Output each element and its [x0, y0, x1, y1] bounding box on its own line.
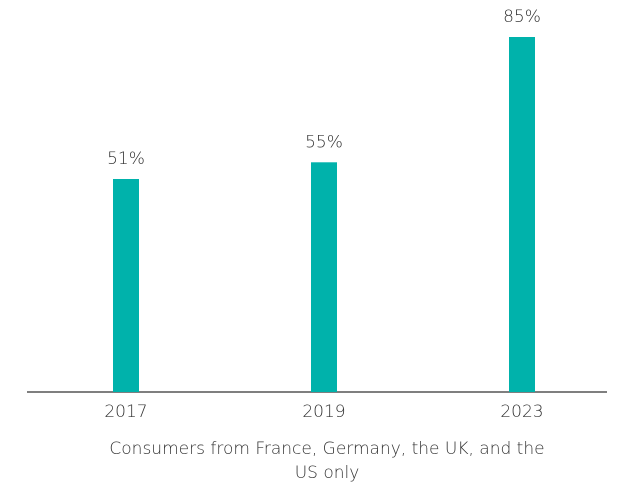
data-label: 51% [107, 149, 145, 169]
x-axis-label: Consumers from France, Germany, the UK, … [109, 439, 545, 483]
x-tick-label: 2019 [302, 402, 345, 422]
bar [509, 37, 535, 392]
data-label: 55% [305, 132, 343, 152]
chart: 2017 51% 2019 55% 2023 85% [27, 7, 607, 422]
x-tick-label: 2023 [500, 402, 543, 422]
data-label: 85% [503, 7, 541, 27]
x-tick-label: 2017 [104, 402, 147, 422]
bar [311, 162, 337, 392]
bar [113, 179, 139, 392]
